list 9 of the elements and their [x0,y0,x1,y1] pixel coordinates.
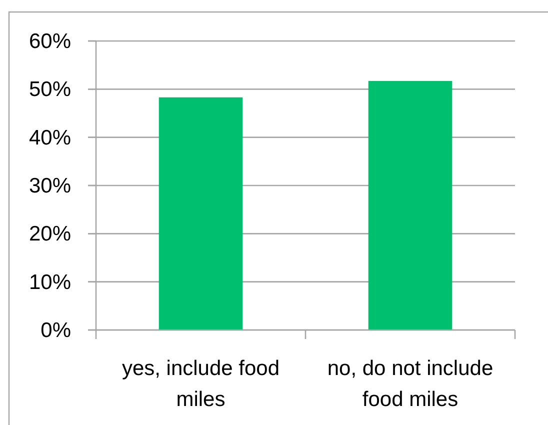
y-tick-label: 50% [28,78,71,101]
x-tick-label: no, do not include food miles [327,357,494,411]
y-tick-label: 30% [28,174,71,197]
y-tick-label: 40% [28,126,71,149]
x-tick-label: yes, include food miles [122,357,280,411]
y-tick-label: 60% [28,30,71,52]
y-tick-label: 0% [40,318,71,342]
y-tick-label: 10% [28,270,71,294]
y-tick-label: 20% [28,222,71,246]
